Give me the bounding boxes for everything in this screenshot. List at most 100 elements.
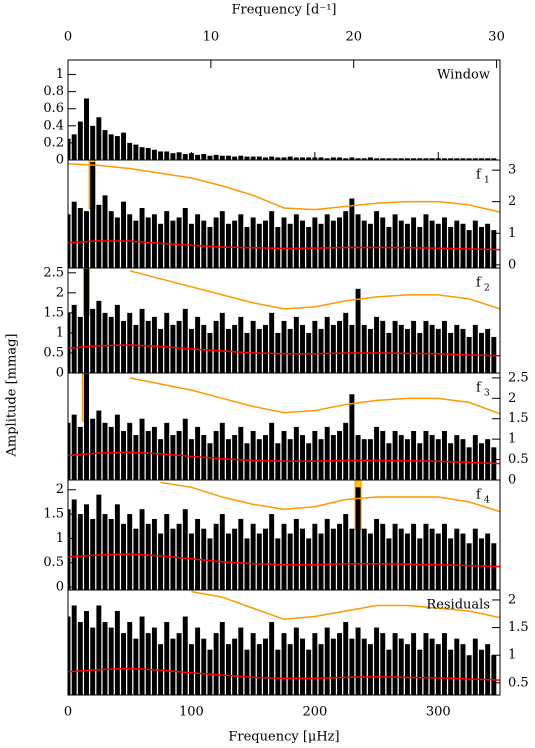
- spectrum-stick: [479, 649, 484, 695]
- spectrum-stick: [367, 439, 373, 480]
- spectrum-stick: [151, 627, 157, 695]
- spectrum-stick: [355, 627, 361, 695]
- spectrum-stick: [404, 644, 410, 695]
- spectrum-stick: [281, 157, 287, 160]
- spectrum-stick: [411, 633, 417, 695]
- spectrum-stick: [429, 324, 435, 373]
- spectrum-stick: [287, 533, 293, 590]
- spectrum-stick: [398, 158, 404, 160]
- spectrum-stick: [102, 422, 108, 480]
- spectrum-stick: [232, 528, 238, 590]
- spectrum-stick: [195, 426, 201, 480]
- y-tick-label: 0.5: [43, 555, 64, 570]
- spectrum-stick: [139, 208, 145, 268]
- y-tick-label: 1.5: [508, 411, 529, 426]
- spectrum-stick: [176, 633, 182, 695]
- panel: [68, 590, 500, 695]
- spectrum-stick: [84, 211, 89, 268]
- spectrum-stick: [238, 155, 244, 160]
- spectrum-stick: [300, 638, 305, 695]
- spectrum-stick: [164, 514, 170, 590]
- spectrum-stick: [367, 223, 373, 268]
- spectrum-stick: [256, 223, 262, 268]
- spectrum-stick: [195, 518, 201, 590]
- spectrum-stick: [355, 214, 361, 268]
- spectrum-stick: [71, 304, 77, 373]
- spectrum-stick: [441, 523, 447, 590]
- spectrum-stick: [472, 158, 478, 160]
- spectrum-stick: [435, 439, 441, 480]
- spectrum-stick: [441, 633, 447, 695]
- spectrum-stick: [232, 638, 238, 695]
- spectrum-stick: [182, 154, 188, 160]
- panel-label: f: [476, 488, 482, 503]
- y-tick-label: 0: [508, 257, 516, 272]
- y-tick-label: 0.5: [508, 675, 529, 690]
- spectrum-stick: [466, 158, 472, 160]
- spectrum-stick: [448, 332, 454, 373]
- spectrum-stick: [392, 633, 398, 695]
- spectrum-stick: [423, 523, 429, 590]
- panel: [68, 480, 500, 590]
- spectrum-stick: [472, 220, 478, 268]
- spectrum-stick: [121, 633, 127, 695]
- spectrum-stick: [374, 627, 380, 695]
- spectrum-stick: [312, 430, 318, 480]
- spectrum-stick: [145, 430, 151, 480]
- spectrum-stick: [77, 426, 83, 480]
- spectrum-stick: [460, 158, 466, 160]
- spectrum-stick: [423, 214, 429, 268]
- spectrum-stick: [127, 514, 133, 590]
- y-tick-label: 1: [508, 432, 516, 447]
- spectrum-stick: [374, 158, 380, 160]
- spectrum-stick: [466, 655, 472, 695]
- curve: [68, 553, 500, 568]
- curve: [160, 481, 500, 513]
- spectrum-stick: [460, 533, 466, 590]
- spectrum-stick: [114, 414, 120, 480]
- spectrum-stick: [361, 638, 367, 695]
- spectrum-stick: [275, 226, 281, 268]
- spectrum-stick: [71, 605, 77, 695]
- spectrum-stick: [114, 304, 120, 373]
- spectrum-stick: [386, 158, 392, 160]
- spectrum-stick: [108, 627, 114, 695]
- spectrum-stick: [68, 138, 71, 160]
- spectrum-stick: [374, 426, 380, 480]
- y-tick-label: 1.5: [508, 620, 529, 635]
- spectrum-stick: [108, 134, 114, 160]
- spectrum-stick: [479, 226, 484, 268]
- spectrum-stick: [102, 312, 108, 373]
- y-tick-label: 1: [56, 531, 64, 546]
- spectrum-stick: [392, 320, 398, 373]
- spectrum-stick: [343, 622, 349, 695]
- spectrum-stick: [287, 223, 293, 268]
- x-tick-label: 100: [179, 705, 204, 720]
- spectrum-stick: [300, 220, 305, 268]
- spectrum-stick: [343, 514, 349, 590]
- y-tick-label: 0: [56, 366, 64, 381]
- spectrum-stick: [367, 533, 373, 590]
- spectrum-stick: [114, 217, 120, 268]
- spectrum-stick: [201, 154, 207, 160]
- spectrum-stick: [188, 439, 194, 480]
- spectrum-stick: [158, 151, 164, 160]
- spectrum-stick: [96, 117, 102, 160]
- spectrum-stick: [263, 220, 268, 268]
- spectrum-stick: [176, 217, 182, 268]
- spectrum-stick: [312, 217, 318, 268]
- spectrum-stick: [244, 649, 250, 695]
- spectrum-stick: [479, 538, 484, 590]
- spectrum-stick: [238, 426, 244, 480]
- spectrum-stick: [392, 214, 398, 268]
- spectrum-stick: [164, 211, 170, 268]
- spectrum-stick: [213, 430, 219, 480]
- spectrum-stick: [84, 611, 89, 695]
- panel-label-sub: 4: [484, 496, 490, 506]
- spectrum-stick: [306, 332, 312, 373]
- spectrum-stick: [90, 162, 96, 268]
- spectrum-stick: [176, 320, 182, 373]
- y-tick-label: 0.6: [43, 101, 64, 116]
- spectrum-stick: [386, 649, 392, 695]
- spectrum-stick: [219, 514, 225, 590]
